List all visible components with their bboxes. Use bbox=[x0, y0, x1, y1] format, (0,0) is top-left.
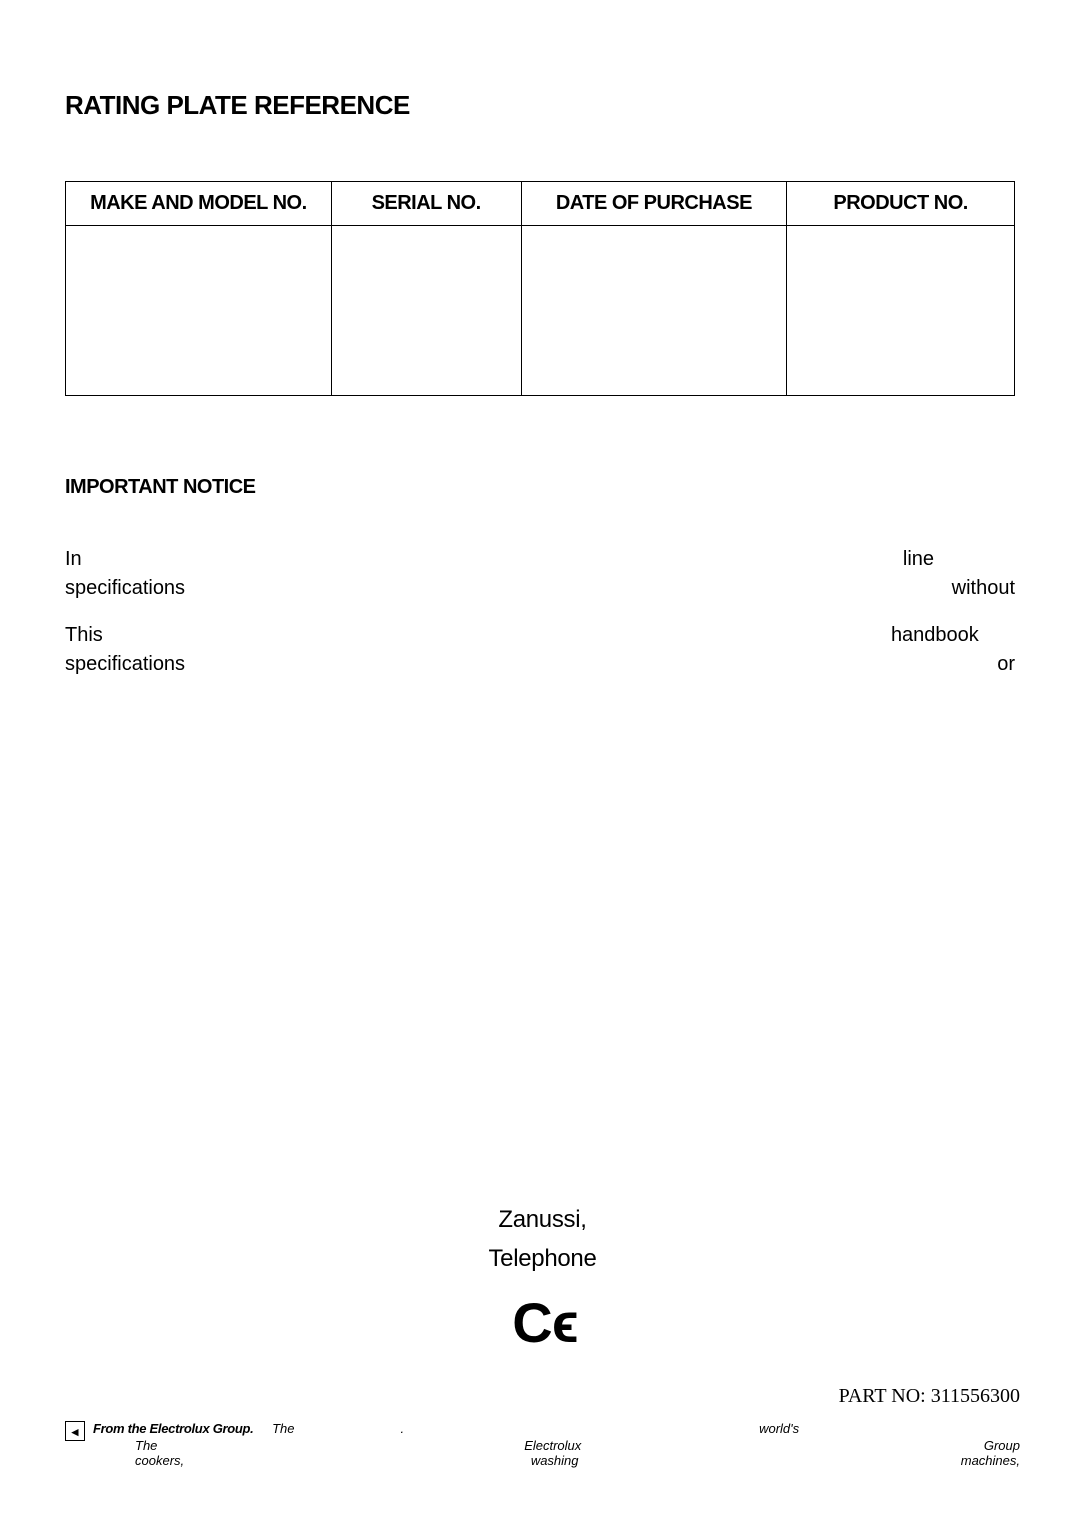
tagline-body-1: The . world's bbox=[262, 1421, 1021, 1436]
electrolux-logo-icon: ◂ bbox=[65, 1421, 85, 1441]
table-header-row: MAKE AND MODEL NO. SERIAL NO. DATE OF PU… bbox=[66, 182, 1015, 226]
tagline-row1: ◂ From the Electrolux Group. The . world… bbox=[65, 1418, 1020, 1438]
company-address: Zanussi, Telephone bbox=[65, 1201, 1020, 1278]
notice-para2-line2: specifications or bbox=[65, 650, 1015, 679]
tagline-row2: The Electrolux Group bbox=[135, 1438, 1020, 1453]
table-row bbox=[66, 226, 1015, 396]
company-line2: Telephone bbox=[488, 1245, 596, 1272]
cell-make-model bbox=[66, 226, 332, 396]
cell-date bbox=[521, 226, 787, 396]
col-header-make-model: MAKE AND MODEL NO. bbox=[66, 182, 332, 226]
col-header-product: PRODUCT NO. bbox=[787, 182, 1015, 226]
notice-para1-line2: specifications without bbox=[65, 574, 1015, 603]
page-footer: Zanussi, Telephone C ϵ PART NO: 31155630… bbox=[65, 1201, 1020, 1468]
ce-mark-icon: C ϵ bbox=[65, 1290, 1020, 1355]
rating-plate-table: MAKE AND MODEL NO. SERIAL NO. DATE OF PU… bbox=[65, 181, 1015, 396]
important-notice-title: IMPORTANT NOTICE bbox=[65, 476, 1015, 499]
tagline-row3: cookers, washing machines, bbox=[135, 1453, 1020, 1468]
page-heading: RATING PLATE REFERENCE bbox=[65, 90, 1015, 121]
col-header-date: DATE OF PURCHASE bbox=[521, 182, 787, 226]
col-header-serial: SERIAL NO. bbox=[331, 182, 521, 226]
part-number: PART NO: 311556300 bbox=[65, 1385, 1020, 1408]
notice-para1-line1: In line bbox=[65, 545, 1015, 574]
important-notice-block: IMPORTANT NOTICE In line specifications bbox=[65, 476, 1015, 679]
company-line1: Zanussi, bbox=[498, 1206, 586, 1233]
cell-serial bbox=[331, 226, 521, 396]
tagline-lead: From the Electrolux Group. bbox=[93, 1421, 254, 1436]
notice-para2-line1: This handbook bbox=[65, 621, 1015, 650]
cell-product bbox=[787, 226, 1015, 396]
